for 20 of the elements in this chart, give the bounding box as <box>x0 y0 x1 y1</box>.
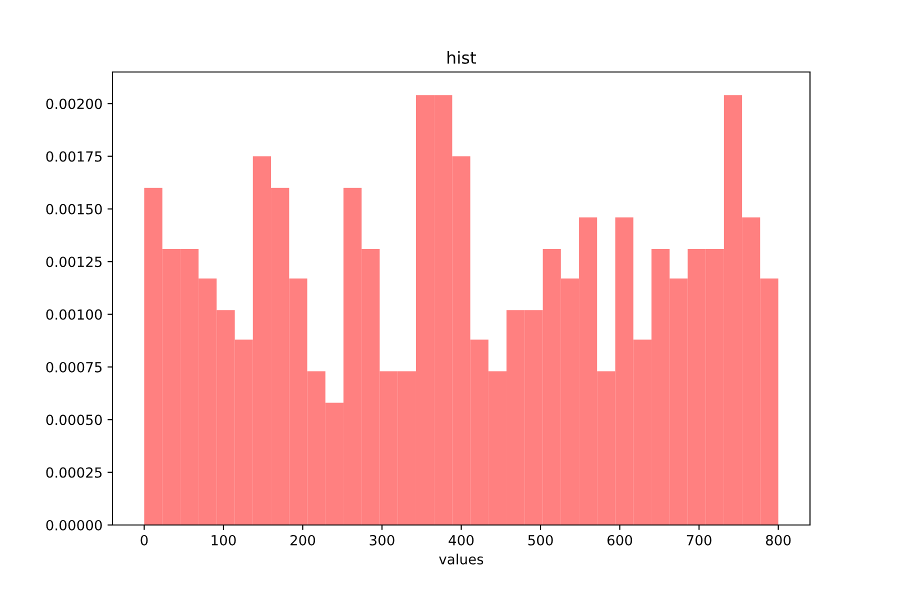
x-tick-label: 300 <box>370 534 394 546</box>
x-tick-label: 500 <box>528 534 553 546</box>
y-tick-label: 0.00000 <box>46 520 102 530</box>
x-tick-label: 100 <box>212 534 236 546</box>
x-tick-label: 400 <box>448 534 474 546</box>
y-tick-label: 0.00150 <box>46 204 102 214</box>
y-tick-label: 0.00175 <box>46 151 102 162</box>
chart-title: hist <box>448 51 476 64</box>
x-tick-label: 0 <box>140 534 148 546</box>
x-axis-title: values <box>439 554 484 564</box>
y-tick-label: 0.00100 <box>46 309 102 320</box>
x-tick-label: 800 <box>766 534 791 546</box>
y-tick-label: 0.00200 <box>46 98 102 110</box>
y-tick-label: 0.00075 <box>46 362 102 372</box>
y-tick-label: 0.00125 <box>46 256 102 268</box>
x-tick-label: 700 <box>686 534 712 546</box>
x-tick-label: 200 <box>290 534 316 546</box>
y-tick-label: 0.00050 <box>46 414 102 426</box>
x-tick-label: 600 <box>607 534 632 546</box>
y-tick-label: 0.00025 <box>46 467 102 478</box>
